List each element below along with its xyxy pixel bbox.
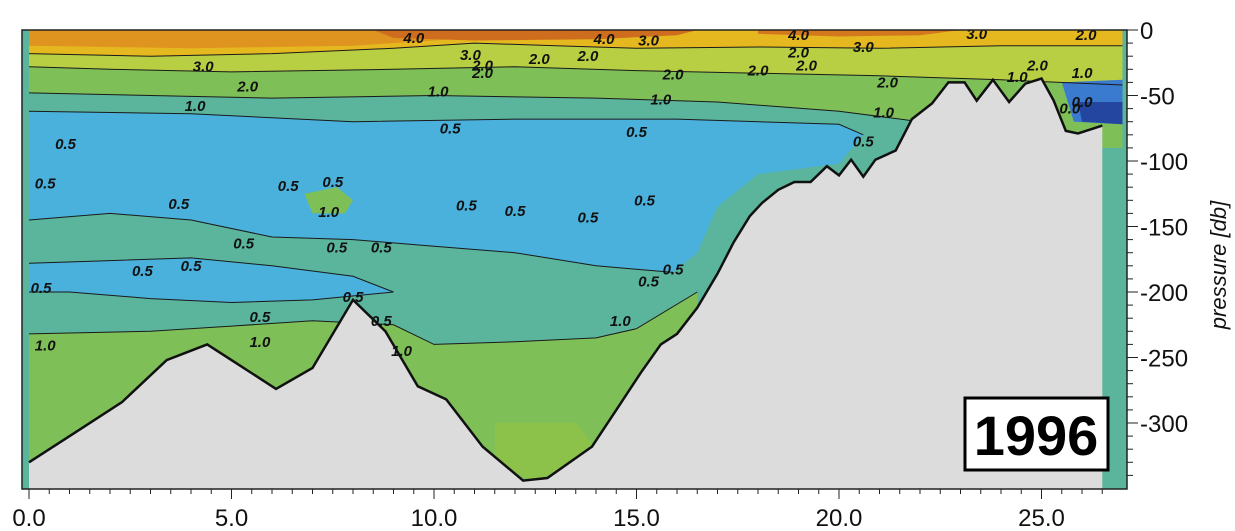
y-tick-label: -200 bbox=[1140, 280, 1188, 307]
x-tick-label: 10.0 bbox=[411, 505, 458, 531]
contour-line bbox=[29, 291, 394, 304]
contour-label: 4.0 bbox=[593, 31, 616, 48]
seabed-outline bbox=[28, 76, 1103, 482]
contour-label: 1.0 bbox=[1007, 69, 1029, 86]
y-tick-label: -300 bbox=[1140, 411, 1188, 438]
x-tick-label: 5.0 bbox=[215, 505, 248, 531]
band-0.5-upper bbox=[29, 111, 864, 273]
band-hot-strip bbox=[373, 30, 698, 41]
contour-label: 0.5 bbox=[322, 174, 344, 191]
contour-label: 1.0 bbox=[650, 91, 672, 108]
year-label: 1996 bbox=[974, 404, 1099, 467]
contour-label: 4.0 bbox=[787, 27, 810, 44]
plot-frame bbox=[21, 29, 1128, 490]
contour-label: 3.0 bbox=[193, 59, 215, 76]
contour-label: 3.0 bbox=[853, 39, 875, 56]
contour-label: 0.5 bbox=[626, 124, 648, 141]
contour-label: 2.0 bbox=[662, 67, 685, 84]
contour-label: 2.0 bbox=[576, 48, 599, 65]
contour-label: 0.5 bbox=[371, 313, 393, 330]
x-tick-label: 20.0 bbox=[816, 505, 863, 531]
contour-label: 3.0 bbox=[966, 26, 988, 43]
contour-label: 0.5 bbox=[181, 258, 203, 275]
contour-label: 0.5 bbox=[326, 240, 348, 257]
contour-label: 0.5 bbox=[31, 280, 53, 297]
contour-label: 0.0 bbox=[1072, 94, 1094, 111]
contour-label: 0.5 bbox=[456, 198, 478, 215]
contour-label: 4.0 bbox=[402, 30, 425, 47]
contour-label: 0.5 bbox=[440, 120, 462, 137]
plot-area: 4.0 4.0 3.0 4.0 3.0 2.03.02.03.02.02.02.0 2.0 2… bbox=[22, 26, 1127, 489]
x-tick-label: 25.0 bbox=[1018, 505, 1065, 531]
x-axis: 0.0 5.0 10.0 15.0 20.0 25.0 bbox=[12, 489, 1103, 531]
contour-lines bbox=[28, 42, 1123, 345]
contour-line bbox=[28, 42, 1123, 57]
x-tick-label: 15.0 bbox=[613, 505, 660, 531]
contour-label: 0.5 bbox=[343, 289, 365, 306]
contour-label: 1.0 bbox=[1072, 65, 1094, 82]
band-deep-core bbox=[494, 423, 596, 482]
contour-line bbox=[28, 257, 394, 293]
contour-label: 1.0 bbox=[35, 338, 57, 355]
contour-label: 1.0 bbox=[318, 204, 340, 221]
y-tick-label: -50 bbox=[1140, 84, 1175, 111]
contour-line bbox=[28, 291, 698, 345]
contour-label: 2.0 bbox=[1026, 57, 1049, 74]
contour-label: 2.0 bbox=[787, 44, 810, 61]
band-hot-east bbox=[758, 30, 961, 37]
contour-label: 0.5 bbox=[35, 175, 57, 192]
contour-label: 0.5 bbox=[278, 178, 300, 195]
y-tick-label: -150 bbox=[1140, 215, 1188, 242]
contour-label: 2.0 bbox=[528, 51, 551, 68]
contour-label: 0.5 bbox=[638, 274, 660, 291]
contour-label: 0.5 bbox=[55, 136, 77, 153]
contour-label: 0.5 bbox=[168, 196, 190, 213]
band-0.5-lower bbox=[29, 257, 394, 303]
contour-label: 2.0 bbox=[795, 57, 818, 74]
band-coldest bbox=[1078, 102, 1123, 125]
contour-label: 1.0 bbox=[249, 334, 271, 351]
contour-label: 1.0 bbox=[391, 343, 413, 360]
y-axis: 0 -50 -100 -150 -200 -250 -300 bbox=[1127, 18, 1188, 476]
contour-label: 0.5 bbox=[634, 192, 656, 209]
y-tick-label: 0 bbox=[1140, 18, 1153, 45]
contour-label: 0.5 bbox=[853, 133, 875, 150]
contour-label: 0.5 bbox=[663, 262, 685, 279]
band-1.0-pocket bbox=[304, 187, 353, 214]
contour-line bbox=[28, 92, 921, 123]
contour-line bbox=[28, 212, 674, 273]
contour-label: 0.5 bbox=[249, 309, 271, 326]
contour-labels: 4.0 4.0 3.0 4.0 3.0 2.03.02.03.02.02.02.0 2.0 2… bbox=[31, 26, 1098, 360]
y-tick-label: -100 bbox=[1140, 149, 1188, 176]
y-axis-label: pressure [db] bbox=[1206, 200, 1231, 330]
contour-label: 2.0 bbox=[471, 57, 494, 74]
contour-label: 0.0 bbox=[1059, 101, 1081, 118]
contour-label: 1.0 bbox=[610, 313, 632, 330]
contour-line bbox=[28, 110, 864, 136]
contour-label: 2.0 bbox=[747, 63, 770, 80]
x-tick-label: 0.0 bbox=[12, 505, 45, 531]
contour-label: 2.0 bbox=[236, 78, 259, 95]
contour-label: 2.0 bbox=[1075, 27, 1098, 44]
contour-label: 1.0 bbox=[873, 105, 895, 122]
contour-label: 2.0 bbox=[876, 74, 899, 91]
contour-line bbox=[28, 66, 1123, 86]
contour-label: 0.5 bbox=[505, 203, 527, 220]
contour-label: 0.5 bbox=[577, 209, 599, 226]
contour-label: 3.0 bbox=[460, 47, 482, 64]
y-tick-label: -250 bbox=[1140, 346, 1188, 373]
contour-label: 2.0 bbox=[471, 65, 494, 82]
contour-label: 1.0 bbox=[185, 98, 207, 115]
contour-label: 0.5 bbox=[233, 236, 255, 253]
seabed-area bbox=[29, 78, 1103, 489]
contour-label: 0.5 bbox=[371, 240, 393, 257]
contour-label: 0.5 bbox=[132, 263, 154, 280]
contour-label: 1.0 bbox=[428, 84, 450, 101]
year-box: 1996 bbox=[963, 396, 1110, 472]
contour-label: 3.0 bbox=[638, 33, 660, 50]
